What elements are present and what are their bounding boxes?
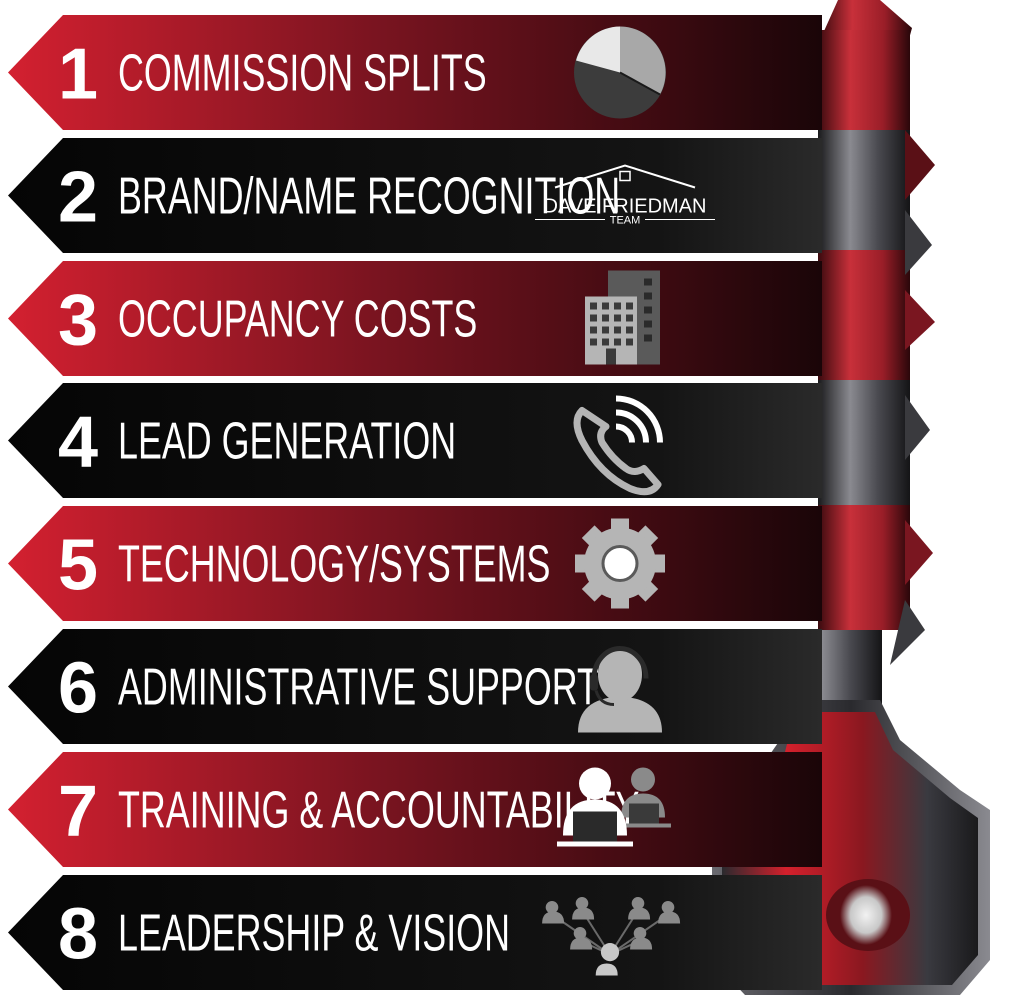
logo-team: TEAM [610,215,641,227]
logo-name: DAVE FRIEDMAN [544,196,707,218]
training-people-icon [557,767,671,847]
item-label: LEAD GENERATION [118,413,456,470]
item-band-8: 8 LEADERSHIP & VISION [8,875,822,990]
item-label: TECHNOLOGY/SYSTEMS [118,536,550,593]
item-label: BRAND/NAME RECOGNITION [118,168,620,225]
item-label: COMMISSION SPLITS [118,45,487,102]
item-band-3: 3 OCCUPANCY COSTS [8,261,822,376]
gear-icon [575,518,665,609]
item-label: TRAINING & ACCOUNTABILITY [118,782,639,839]
item-label: ADMINISTRATIVE SUPPORT [118,659,599,716]
team-network-icon [542,897,681,976]
item-band-6: 6 ADMINISTRATIVE SUPPORT [8,629,822,744]
band-arrow-shape [8,875,822,990]
item-number: 4 [58,403,98,483]
item-band-4: 4 LEAD GENERATION [8,383,822,498]
item-band-1: 1 COMMISSION SPLITS [8,15,822,130]
item-label: LEADERSHIP & VISION [118,905,510,962]
item-number: 7 [58,772,98,852]
item-band-5: 5 TECHNOLOGY/SYSTEMS [8,506,822,621]
phone-ringing-icon [573,395,663,496]
item-list: 1 COMMISSION SPLITS 2 BRAND/NAME RECOGNITIO… [8,15,822,990]
item-number: 1 [58,35,98,115]
band-arrow-shape [8,752,822,867]
item-number: 8 [58,895,98,975]
item-label: OCCUPANCY COSTS [118,291,477,348]
item-number: 3 [58,281,98,361]
item-number: 6 [58,649,98,729]
pie-chart-icon [574,26,666,119]
headset-agent-icon [578,646,662,733]
item-number: 2 [58,158,98,238]
office-building-icon [585,270,660,365]
item-band-7: 7 TRAINING & ACCOUNTABILITY [8,752,822,867]
item-number: 5 [58,526,98,606]
